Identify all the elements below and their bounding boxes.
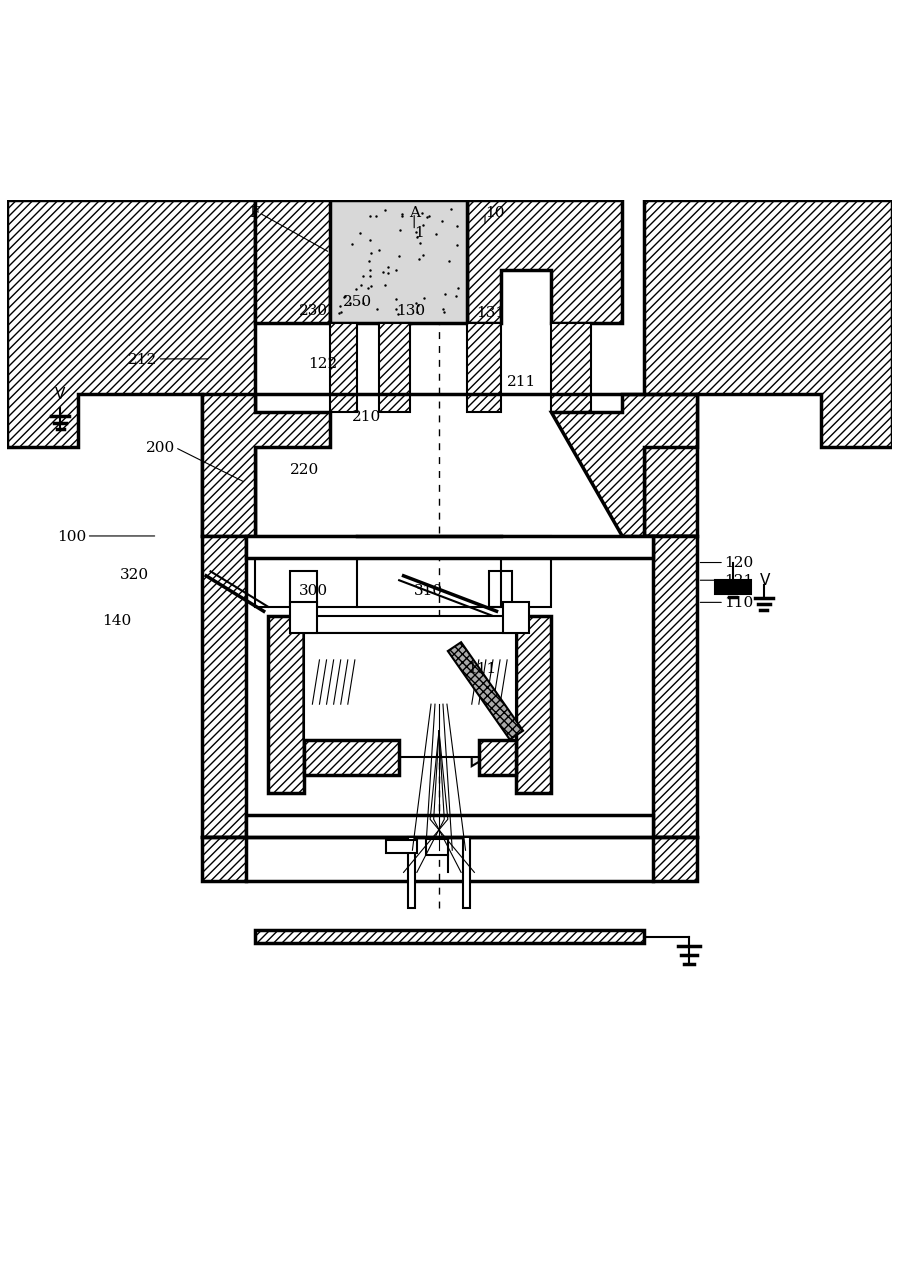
Polygon shape xyxy=(201,536,246,838)
Text: F: F xyxy=(249,207,259,220)
Polygon shape xyxy=(472,634,516,766)
Polygon shape xyxy=(268,616,304,793)
Text: 122: 122 xyxy=(307,357,337,371)
Text: V: V xyxy=(55,387,66,402)
Polygon shape xyxy=(304,616,516,634)
Polygon shape xyxy=(467,200,622,324)
Text: 1: 1 xyxy=(414,226,423,240)
Polygon shape xyxy=(254,536,357,607)
Bar xyxy=(304,634,516,758)
Text: 320: 320 xyxy=(120,568,148,581)
Bar xyxy=(408,838,415,908)
Polygon shape xyxy=(653,838,698,882)
Text: 110: 110 xyxy=(724,596,753,609)
Text: 211: 211 xyxy=(507,374,537,388)
Bar xyxy=(463,838,470,908)
Text: 212: 212 xyxy=(129,352,157,366)
Polygon shape xyxy=(304,740,399,775)
Text: 120: 120 xyxy=(724,556,753,569)
Polygon shape xyxy=(653,536,698,838)
Polygon shape xyxy=(478,740,516,775)
Polygon shape xyxy=(645,200,892,536)
Polygon shape xyxy=(246,536,653,559)
Text: 250: 250 xyxy=(343,294,372,308)
Polygon shape xyxy=(448,642,523,740)
Polygon shape xyxy=(246,815,653,838)
Text: 300: 300 xyxy=(299,585,328,599)
Polygon shape xyxy=(378,324,410,412)
Text: A: A xyxy=(409,207,420,220)
Bar xyxy=(386,840,417,853)
Text: 131: 131 xyxy=(476,306,505,320)
Polygon shape xyxy=(551,324,592,412)
Polygon shape xyxy=(516,616,551,793)
Polygon shape xyxy=(551,394,698,536)
Polygon shape xyxy=(254,200,410,324)
Text: 121: 121 xyxy=(724,573,753,587)
Text: V: V xyxy=(760,573,770,589)
Polygon shape xyxy=(503,603,530,634)
Polygon shape xyxy=(254,930,645,943)
Text: 200: 200 xyxy=(146,441,175,455)
Bar xyxy=(715,581,751,594)
Polygon shape xyxy=(201,394,330,536)
Polygon shape xyxy=(7,200,254,536)
Text: 130: 130 xyxy=(396,303,425,317)
Text: 230: 230 xyxy=(299,303,328,317)
Text: 140: 140 xyxy=(102,613,131,627)
Polygon shape xyxy=(304,634,348,766)
Text: 310: 310 xyxy=(414,585,443,599)
Bar xyxy=(330,200,467,324)
Text: 10: 10 xyxy=(485,207,504,220)
Polygon shape xyxy=(201,838,246,882)
Polygon shape xyxy=(330,324,357,412)
Bar xyxy=(425,839,448,855)
Text: 220: 220 xyxy=(290,463,319,477)
Polygon shape xyxy=(489,536,551,607)
Polygon shape xyxy=(290,603,316,634)
Text: 100: 100 xyxy=(58,529,86,544)
Text: 210: 210 xyxy=(352,410,381,424)
Text: 111: 111 xyxy=(467,662,496,676)
Polygon shape xyxy=(467,324,501,412)
